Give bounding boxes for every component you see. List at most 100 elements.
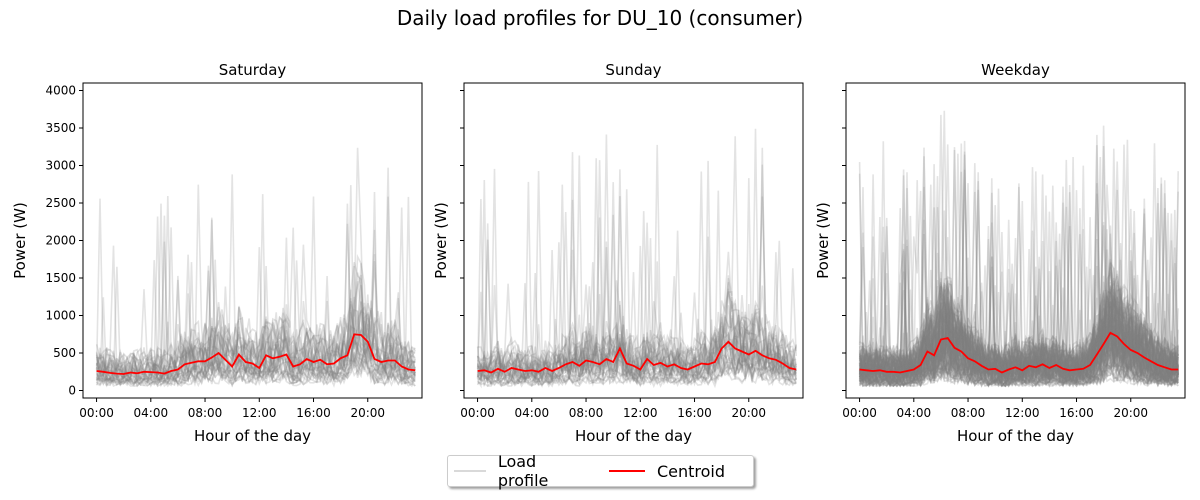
- load-profile-line: [859, 202, 1179, 386]
- y-tick-label: 3000: [45, 159, 76, 173]
- load-profile-line: [858, 267, 1179, 379]
- y-tick-label: 3500: [45, 121, 76, 135]
- x-tick-label: 00:00: [842, 406, 877, 420]
- load-profile-line: [859, 193, 1179, 383]
- load-profile-line: [858, 326, 1179, 387]
- load-profile-line: [859, 172, 1179, 388]
- load-profile-line: [858, 161, 1179, 388]
- load-profile-line: [859, 183, 1179, 384]
- centroid-line: [96, 333, 416, 375]
- load-profile-line: [858, 183, 1179, 379]
- load-profile-line: [95, 296, 416, 381]
- load-profile-line: [95, 147, 416, 381]
- legend-centroid-label: Centroid: [656, 461, 725, 481]
- x-tick-label: 04:00: [515, 406, 550, 420]
- load-profile-line: [858, 207, 1179, 384]
- load-profile-line: [858, 282, 1179, 382]
- load-profile-line: [859, 233, 1179, 389]
- load-profile-line: [96, 300, 416, 388]
- x-tick-label: 16:00: [677, 406, 712, 420]
- y-tick-label: 500: [53, 346, 76, 360]
- load-profile-line: [858, 295, 1179, 382]
- panel-title: Weekday: [981, 61, 1050, 79]
- load-profile-line: [858, 167, 1179, 380]
- load-profile-line: [858, 144, 1179, 382]
- load-profile-line: [858, 145, 1179, 383]
- load-profile-line: [859, 296, 1179, 383]
- load-profile-line: [96, 259, 416, 388]
- load-profile-line: [858, 293, 1179, 386]
- x-tick-label: 20:00: [1113, 406, 1148, 420]
- load-profile-line: [858, 189, 1179, 382]
- load-profile-line: [859, 333, 1179, 388]
- panel-weekday: 00:00 04:00 08:00 12:00 16:00 20:00 Weekday Hou…: [814, 61, 1186, 445]
- load-profile-line: [858, 260, 1179, 388]
- load-profile-line: [858, 282, 1179, 382]
- load-profile-line: [858, 233, 1179, 387]
- load-profile-line: [476, 182, 797, 385]
- load-profile-line: [858, 208, 1179, 382]
- load-profile-line: [859, 312, 1179, 382]
- load-profile-line: [95, 265, 416, 383]
- x-axis-label: Hour of the day: [575, 427, 692, 445]
- load-profile-line: [858, 186, 1179, 380]
- load-profile-line: [858, 173, 1179, 388]
- load-profile-line: [859, 195, 1179, 388]
- load-profile-line: [858, 316, 1179, 384]
- load-profile-line: [95, 223, 416, 382]
- load-profile-line: [858, 310, 1179, 386]
- load-profile-line: [859, 310, 1179, 382]
- load-profile-line: [858, 209, 1179, 382]
- load-profile-line: [858, 163, 1179, 376]
- load-profile-line: [859, 153, 1179, 387]
- load-profile-line: [858, 181, 1179, 381]
- load-profile-line: [95, 217, 416, 383]
- load-profile-line: [858, 164, 1179, 388]
- x-tick-label: 08:00: [569, 406, 604, 420]
- y-axis-label: Power (W): [814, 202, 832, 279]
- figure-title: Daily load profiles for DU_10 (consumer): [396, 6, 804, 30]
- load-profile-line: [95, 341, 416, 387]
- load-profile-line: [476, 300, 797, 379]
- load-profile-line: [859, 147, 1179, 383]
- load-profile-line: [95, 253, 416, 374]
- panel-sunday: 00:00 04:00 08:00 12:00 16:00 20:00 Sunday Hour…: [432, 61, 804, 445]
- load-profile-line: [859, 156, 1179, 388]
- load-profile-line: [96, 196, 416, 388]
- load-profile-line: [858, 211, 1179, 387]
- load-profile-line: [476, 196, 797, 380]
- load-profile-line: [477, 144, 797, 383]
- y-tick-label: 4000: [45, 84, 76, 98]
- load-profile-line: [476, 134, 797, 379]
- load-profile-line: [858, 193, 1179, 384]
- load-profile-line: [859, 147, 1179, 388]
- load-profile-line: [858, 186, 1179, 381]
- load-profile-line: [858, 257, 1179, 389]
- load-profile-line: [859, 239, 1179, 386]
- load-profile-line: [476, 223, 797, 387]
- load-profile-line: [859, 285, 1179, 381]
- load-profile-line: [476, 147, 797, 384]
- x-tick-label: 16:00: [296, 406, 331, 420]
- legend-centroid-swatch: [608, 470, 645, 472]
- load-profile-line: [476, 158, 797, 385]
- centroid-line: [859, 331, 1179, 374]
- x-tick-label: 04:00: [897, 406, 932, 420]
- load-profile-line: [476, 262, 797, 383]
- load-profile-line: [858, 280, 1179, 380]
- load-profile-line: [95, 196, 416, 385]
- load-profile-lines: [476, 128, 797, 389]
- load-profile-line: [858, 233, 1179, 384]
- load-profile-line: [859, 203, 1179, 375]
- x-axis-label: Hour of the day: [194, 427, 311, 445]
- legend-profile-label: Load profile: [497, 452, 549, 490]
- load-profile-line: [95, 358, 416, 388]
- load-profile-line: [859, 189, 1179, 388]
- load-profile-line: [476, 171, 797, 385]
- legend-item-centroid: Centroid: [608, 461, 725, 481]
- load-profile-line: [476, 198, 797, 387]
- load-profile-line: [476, 217, 797, 380]
- load-profile-line: [477, 196, 797, 380]
- panel-title: Saturday: [219, 61, 287, 79]
